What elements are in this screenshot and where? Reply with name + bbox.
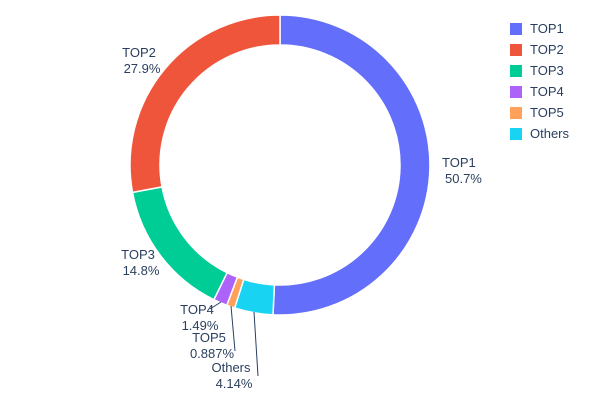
legend-label-others: Others: [530, 126, 570, 141]
legend-swatch-top5: [510, 106, 522, 119]
pie-slice-top1[interactable]: [272, 14, 431, 316]
legend-label-top5: TOP5: [530, 105, 564, 120]
pie-slice-top3[interactable]: [131, 186, 229, 301]
legend-item-top5[interactable]: TOP5: [510, 106, 569, 119]
slice-label-top5: TOP5: [192, 330, 226, 345]
pie-slice-top2[interactable]: [129, 14, 281, 194]
slice-label-top1: TOP1: [442, 155, 476, 170]
slice-label-top3: TOP3: [121, 247, 155, 262]
slice-percent-top5: 0.887%: [190, 346, 235, 361]
slice-label-others: Others: [211, 360, 251, 375]
leader-line-top5: [230, 305, 236, 352]
leader-line-top4: [209, 301, 222, 310]
slice-percent-top3: 14.8%: [123, 263, 160, 278]
legend-label-top4: TOP4: [530, 84, 564, 99]
legend-swatch-top2: [510, 43, 522, 56]
slice-label-top2: TOP2: [122, 45, 156, 60]
legend-swatch-top4: [510, 85, 522, 98]
legend-item-top4[interactable]: TOP4: [510, 85, 569, 98]
legend-swatch-top1: [510, 22, 522, 35]
legend-swatch-others: [510, 127, 522, 140]
legend-item-top3[interactable]: TOP3: [510, 64, 569, 77]
legend-label-top2: TOP2: [530, 42, 564, 57]
legend-item-top2[interactable]: TOP2: [510, 43, 569, 56]
slice-percent-top4: 1.49%: [182, 318, 219, 333]
legend-swatch-top3: [510, 64, 522, 77]
leader-line-others: [253, 311, 259, 377]
legend-label-top1: TOP1: [530, 21, 564, 36]
slice-percent-others: 4.14%: [216, 376, 253, 391]
legend: TOP1 TOP2 TOP3 TOP4 TOP5 Others: [510, 22, 569, 140]
slice-label-top4: TOP4: [180, 302, 214, 317]
legend-item-others[interactable]: Others: [510, 127, 569, 140]
slice-percent-top1: 50.7%: [445, 171, 482, 186]
slice-percent-top2: 27.9%: [124, 61, 161, 76]
legend-item-top1[interactable]: TOP1: [510, 22, 569, 35]
legend-label-top3: TOP3: [530, 63, 564, 78]
